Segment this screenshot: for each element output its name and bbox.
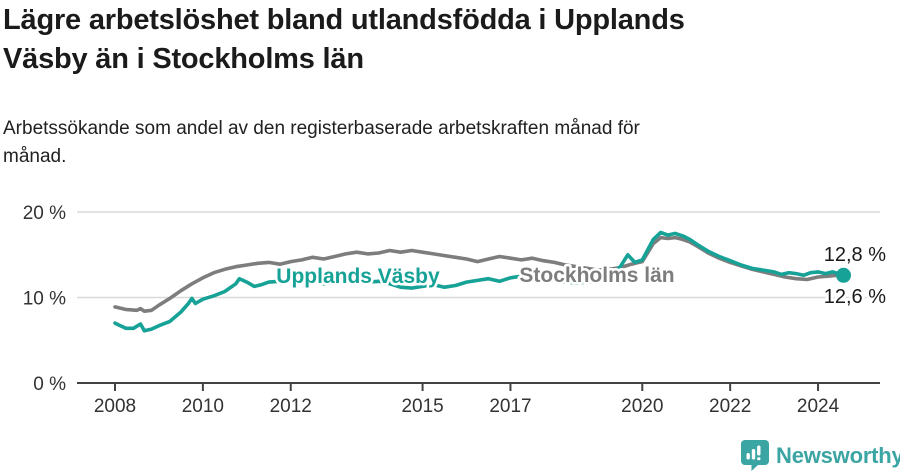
gridlines: [77, 211, 880, 299]
end-value-label-stockholms-lan: 12,8 %: [824, 244, 886, 266]
chart-title: Lägre arbetslöshet bland utlandsfödda i …: [3, 4, 685, 75]
series-line-stockholms-lan: [113, 235, 846, 314]
x-tick-label: 2012: [270, 396, 312, 417]
x-tick-label: 2008: [94, 396, 136, 417]
x-tick-label: 2010: [182, 396, 224, 417]
x-tick-label: 2020: [621, 396, 663, 417]
y-tick-label: 20 %: [23, 203, 66, 224]
y-tick-label: 10 %: [23, 289, 66, 310]
axis-tick-labels: 0 % 10 % 20 % 2008 2010 2012 2015 2017 2020 2022 2…: [23, 203, 840, 417]
x-tick-label: 2024: [797, 396, 840, 417]
x-tick-label: 2022: [709, 396, 751, 417]
x-tick-label: 2017: [489, 396, 531, 417]
chart-subtitle: Arbetssökande som andel av den registerb…: [3, 118, 640, 167]
series-label-stockholms-lan: Stockholms län: [519, 264, 674, 287]
series-lines: [113, 230, 852, 333]
end-value-label-upplands-vasby: 12,6 %: [824, 286, 886, 308]
series-line-upplands-vasby: [113, 230, 846, 333]
series-end-dot-upplands-vasby: [836, 267, 852, 283]
x-tick-label: 2015: [401, 396, 443, 417]
x-axis: [77, 382, 880, 391]
mini-bar-chart-glyph: [746, 445, 761, 461]
series-label-upplands-vasby: Upplands Väsby: [276, 265, 440, 288]
newsworthy-brand: Newsworthy: [741, 440, 900, 471]
y-tick-label: 0 %: [33, 374, 66, 395]
newsworthy-brand-name: Newsworthy: [776, 442, 900, 468]
newsworthy-logo-icon: [741, 440, 769, 471]
